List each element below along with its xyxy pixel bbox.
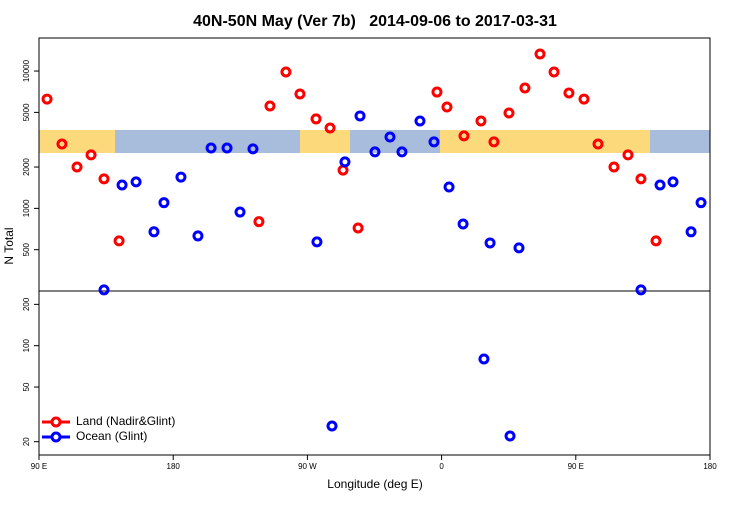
point bbox=[71, 161, 83, 173]
point bbox=[431, 86, 443, 98]
point bbox=[221, 142, 233, 154]
x-tick-label: 180 bbox=[703, 462, 717, 471]
point bbox=[116, 179, 128, 191]
point bbox=[534, 48, 546, 60]
y-tick-label: 5000 bbox=[22, 103, 31, 121]
point bbox=[384, 131, 396, 143]
point bbox=[635, 173, 647, 185]
point bbox=[519, 82, 531, 94]
point bbox=[369, 146, 381, 158]
point bbox=[592, 138, 604, 150]
point bbox=[635, 284, 647, 296]
point bbox=[428, 136, 440, 148]
x-axis-label: Longitude (deg E) bbox=[327, 477, 422, 491]
point bbox=[563, 87, 575, 99]
y-axis-label: N Total bbox=[2, 227, 16, 264]
x-tick-label: 90 W bbox=[298, 462, 317, 471]
point bbox=[98, 284, 110, 296]
point bbox=[484, 237, 496, 249]
point bbox=[264, 100, 276, 112]
point bbox=[56, 138, 68, 150]
chart-title: 40N-50N May (Ver 7b) 2014-09-06 to 2017-… bbox=[193, 13, 557, 30]
point bbox=[458, 130, 470, 142]
point bbox=[513, 242, 525, 254]
legend-label: Land (Nadir&Glint) bbox=[76, 414, 175, 428]
point bbox=[608, 161, 620, 173]
x-tick-label: 90 E bbox=[568, 462, 584, 471]
point bbox=[354, 110, 366, 122]
point bbox=[457, 218, 469, 230]
y-tick-label: 20 bbox=[22, 437, 31, 446]
point bbox=[113, 235, 125, 247]
point bbox=[175, 171, 187, 183]
point bbox=[234, 206, 246, 218]
point bbox=[414, 115, 426, 127]
point bbox=[41, 93, 53, 105]
y-tick-label: 500 bbox=[22, 242, 31, 256]
point bbox=[578, 93, 590, 105]
point bbox=[475, 115, 487, 127]
plot-frame bbox=[38, 37, 711, 456]
point bbox=[441, 101, 453, 113]
x-tick-label: 90 E bbox=[31, 462, 47, 471]
point bbox=[650, 235, 662, 247]
point bbox=[247, 143, 259, 155]
point bbox=[488, 136, 500, 148]
point bbox=[396, 146, 408, 158]
point bbox=[158, 197, 170, 209]
point bbox=[654, 179, 666, 191]
legend-label: Ocean (Glint) bbox=[76, 429, 147, 443]
y-tick-label: 200 bbox=[22, 297, 31, 311]
y-tick-label: 50 bbox=[22, 382, 31, 391]
y-tick-label: 1000 bbox=[22, 199, 31, 217]
point bbox=[326, 420, 338, 432]
point bbox=[98, 173, 110, 185]
point bbox=[280, 66, 292, 78]
map-strip bbox=[39, 130, 710, 153]
point bbox=[352, 222, 364, 234]
point bbox=[695, 197, 707, 209]
x-tick-label: 180 bbox=[167, 462, 181, 471]
y-tick-label: 2000 bbox=[22, 158, 31, 176]
point bbox=[478, 353, 490, 365]
legend-marker bbox=[50, 416, 62, 428]
y-tick-label: 100 bbox=[22, 338, 31, 352]
point bbox=[85, 149, 97, 161]
point bbox=[311, 236, 323, 248]
point bbox=[324, 122, 336, 134]
y-tick-label: 10000 bbox=[22, 59, 31, 82]
point bbox=[253, 216, 265, 228]
point bbox=[339, 156, 351, 168]
point bbox=[130, 176, 142, 188]
point bbox=[685, 226, 697, 238]
x-tick-label: 0 bbox=[439, 462, 444, 471]
point bbox=[205, 142, 217, 154]
point bbox=[504, 430, 516, 442]
point bbox=[192, 230, 204, 242]
legend-marker bbox=[50, 431, 62, 443]
point bbox=[503, 107, 515, 119]
point bbox=[667, 176, 679, 188]
point bbox=[294, 88, 306, 100]
point bbox=[548, 66, 560, 78]
point bbox=[622, 149, 634, 161]
point bbox=[310, 113, 322, 125]
point bbox=[443, 181, 455, 193]
point bbox=[148, 226, 160, 238]
